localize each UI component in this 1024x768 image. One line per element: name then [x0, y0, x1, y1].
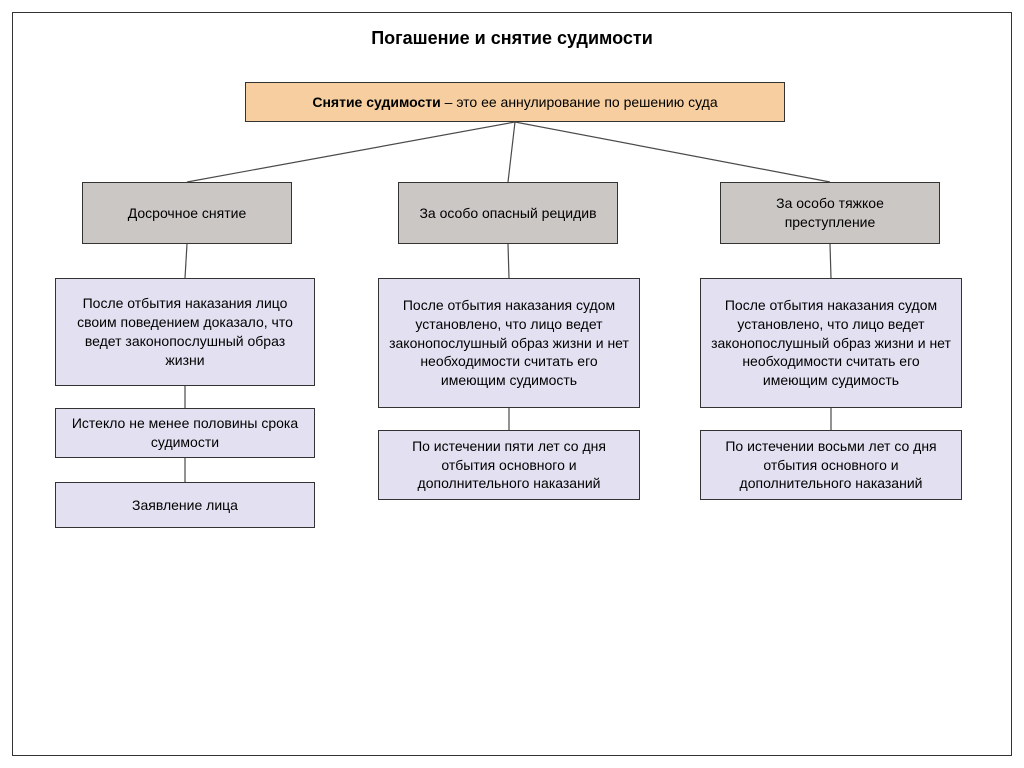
node-root: Снятие судимости – это ее аннулирование …: [245, 82, 785, 122]
node-leaf-2b: По истечении пяти лет со дня отбытия осн…: [378, 430, 640, 500]
diagram-title: Погашение и снятие судимости: [0, 28, 1024, 49]
node-leaf-1a: После отбытия наказания лицо своим повед…: [55, 278, 315, 386]
node-leaf-2a: После отбытия наказания судом установлен…: [378, 278, 640, 408]
node-category-early: Досрочное снятие: [82, 182, 292, 244]
root-bold: Снятие судимости: [312, 94, 440, 110]
node-category-recidivism: За особо опасный рецидив: [398, 182, 618, 244]
node-leaf-1c: Заявление лица: [55, 482, 315, 528]
node-leaf-3a: После отбытия наказания судом установлен…: [700, 278, 962, 408]
root-rest: – это ее аннулирование по решению суда: [441, 94, 718, 110]
node-leaf-1b: Истекло не менее половины срока судимост…: [55, 408, 315, 458]
node-leaf-3b: По истечении восьми лет со дня отбытия о…: [700, 430, 962, 500]
node-category-grave-crime: За особо тяжкое преступление: [720, 182, 940, 244]
